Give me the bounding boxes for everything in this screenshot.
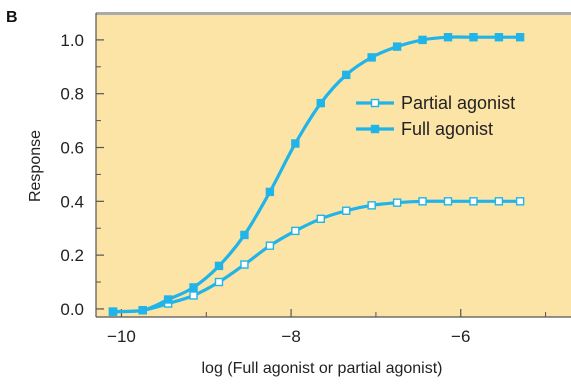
data-point [240,260,249,269]
y-axis-label: Response [27,130,44,202]
data-point [342,70,351,80]
data-point [367,201,376,210]
legend-label: Full agonist [401,119,493,139]
data-point [494,197,504,206]
data-point [469,197,478,206]
y-tick-label: 0.4 [60,192,84,211]
legend-item-full-agonist: Full agonist [356,119,493,139]
data-point [392,42,402,51]
data-point [189,283,198,292]
x-tick-label: −6 [451,327,470,346]
x-tick-label: −8 [281,327,300,346]
data-point [163,295,173,304]
data-point [443,197,453,206]
data-point [291,139,300,148]
legend-item-partial-agonist: Partial agonist [356,93,515,113]
data-point [316,214,325,224]
y-tick-label: 0.0 [60,300,84,319]
data-point [443,33,453,42]
data-point [515,197,525,206]
x-tick-label: −10 [107,327,136,346]
data-point [189,291,198,300]
data-point [418,35,427,45]
data-point [214,261,224,271]
data-point [291,226,300,236]
data-point [469,33,478,42]
legend-marker [370,98,380,108]
series-layer [108,33,525,316]
legend: Partial agonist Full agonist [356,93,515,139]
data-point [265,187,275,197]
y-tick-label: 1.0 [60,31,84,50]
data-point [240,230,249,240]
legend-label: Partial agonist [401,93,515,113]
data-point [494,33,504,42]
data-point [316,98,325,108]
data-point [342,206,351,215]
data-point [392,198,402,207]
y-tick-label: 0.8 [60,85,84,104]
series-full-agonist [108,33,525,316]
data-point [138,306,147,315]
data-point [265,241,275,250]
data-point [214,277,224,287]
data-point [367,53,376,62]
x-axis-label: log (Full agonist or partial agonist) [201,360,442,377]
panel-label: B [6,9,18,26]
plot-top-border [96,12,571,15]
y-tick-label: 0.6 [60,139,84,158]
data-point [418,197,427,206]
data-point [515,33,525,42]
legend-marker [370,124,380,134]
y-tick-label: 0.2 [60,246,84,265]
axes: 0.0 0.2 0.4 0.6 0.8 1.0 −10 −8 −6 [60,13,571,346]
data-point [108,307,118,316]
plot-area [96,13,571,317]
